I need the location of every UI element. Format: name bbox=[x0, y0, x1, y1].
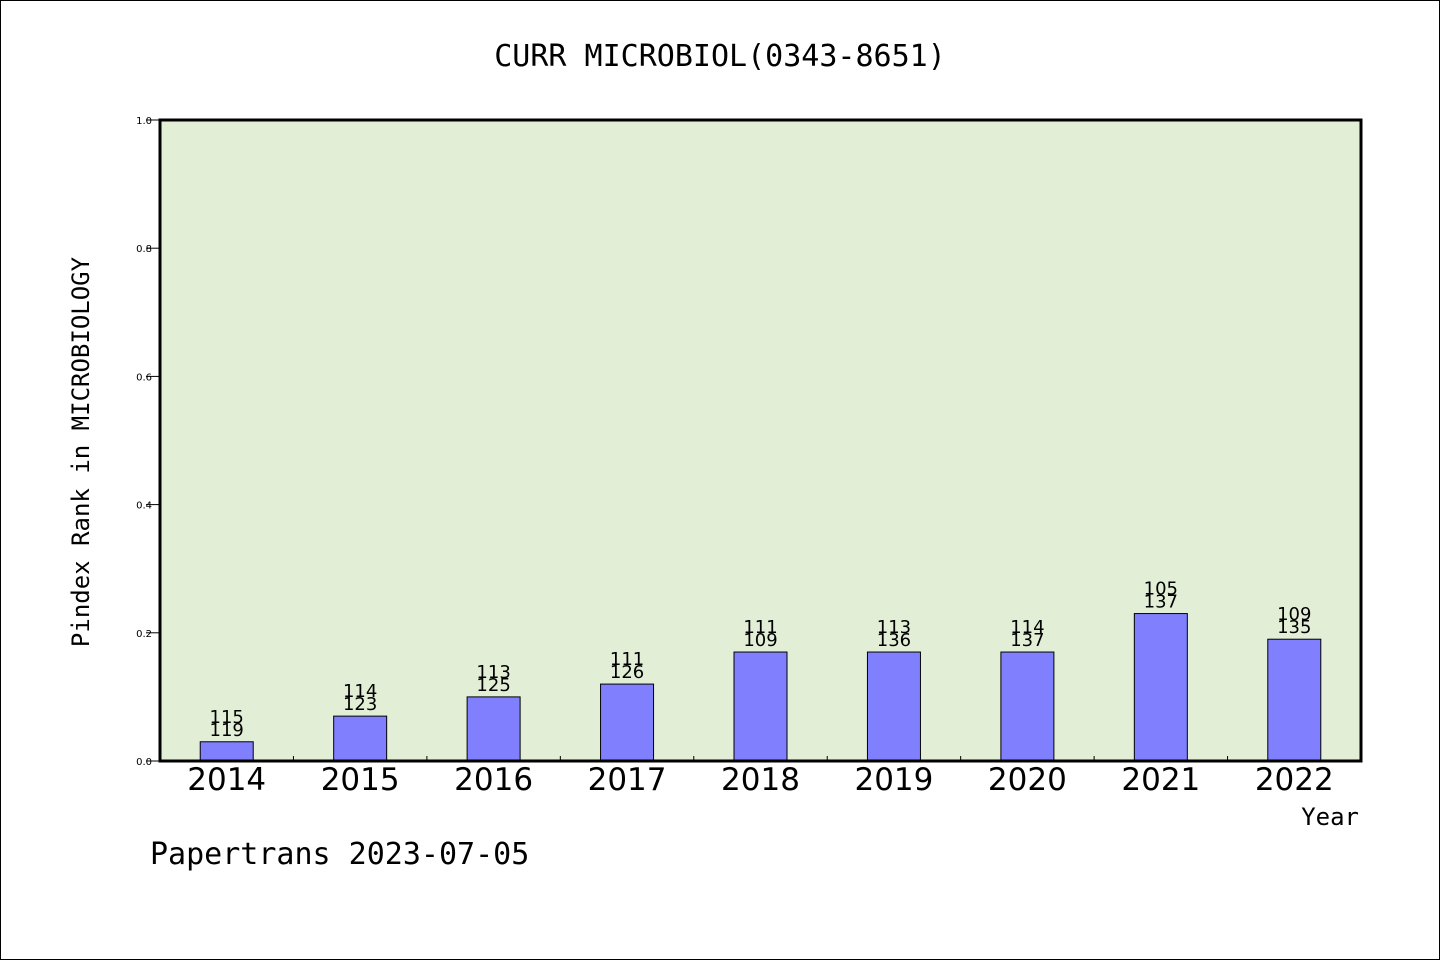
y-tick-label: 0.0 bbox=[136, 757, 152, 768]
bar-2014 bbox=[199, 741, 254, 762]
x-axis-label: Year bbox=[1301, 803, 1359, 831]
data-label-bottom: 136 bbox=[877, 630, 911, 651]
data-label-bottom: 119 bbox=[210, 720, 244, 741]
data-label-bottom: 137 bbox=[1010, 630, 1044, 651]
bar-2020 bbox=[1000, 651, 1055, 762]
x-tick-label: 2020 bbox=[988, 762, 1067, 798]
bar-2015 bbox=[333, 715, 388, 762]
bars-group bbox=[199, 613, 1322, 762]
data-label-bottom: 126 bbox=[610, 662, 644, 683]
plot-border bbox=[158, 118, 1363, 763]
x-tick-label: 2017 bbox=[588, 762, 667, 798]
y-tick-label: 0.6 bbox=[136, 372, 152, 383]
y-tick-label: 0.4 bbox=[136, 501, 152, 512]
data-label-bottom: 135 bbox=[1277, 617, 1311, 638]
x-tick-label: 2016 bbox=[454, 762, 533, 798]
bar-2017 bbox=[600, 683, 655, 762]
x-tick-label: 2019 bbox=[854, 762, 933, 798]
bar-2019 bbox=[866, 651, 921, 762]
bar-2022 bbox=[1267, 638, 1322, 762]
data-label-top: 113 bbox=[476, 662, 510, 683]
bar-2021 bbox=[1133, 613, 1188, 762]
data-label-top: 113 bbox=[877, 617, 911, 638]
data-label-top: 114 bbox=[1010, 617, 1044, 638]
data-label-bottom: 109 bbox=[743, 630, 777, 651]
x-axis: 2014 2015 2016 2017 2018 2019 2020 2021 2022 bbox=[187, 756, 1334, 798]
x-tick-label: 2021 bbox=[1121, 762, 1200, 798]
bar-2016 bbox=[466, 696, 521, 762]
y-axis: 0.0 0.2 0.4 0.6 0.8 1.0 bbox=[136, 116, 160, 768]
data-labels-group: 1151191141231131251111261111091131361141… bbox=[210, 579, 1312, 741]
data-label-top: 111 bbox=[610, 649, 644, 670]
y-tick-label: 0.8 bbox=[136, 244, 152, 255]
x-tick-label: 2015 bbox=[321, 762, 400, 798]
data-label-top: 114 bbox=[343, 681, 377, 702]
y-tick-label: 1.0 bbox=[136, 116, 152, 127]
data-label-bottom: 137 bbox=[1144, 592, 1178, 613]
data-label-top: 105 bbox=[1144, 579, 1178, 600]
data-label-top: 109 bbox=[1277, 604, 1311, 625]
x-tick-label: 2022 bbox=[1255, 762, 1334, 798]
data-label-top: 115 bbox=[210, 707, 244, 728]
data-label-bottom: 125 bbox=[476, 675, 510, 696]
x-tick-label: 2018 bbox=[721, 762, 800, 798]
x-tick-label: 2014 bbox=[187, 762, 266, 798]
footer-credit: Papertrans 2023-07-05 bbox=[150, 837, 529, 872]
data-label-bottom: 123 bbox=[343, 694, 377, 715]
chart-title: CURR MICROBIOL(0343-8651) bbox=[494, 39, 946, 74]
data-label-top: 111 bbox=[743, 617, 777, 638]
y-axis-label: Pindex Rank in MICROBIOLOGY bbox=[67, 256, 95, 647]
bar-2018 bbox=[733, 651, 788, 762]
y-tick-label: 0.2 bbox=[136, 629, 152, 640]
